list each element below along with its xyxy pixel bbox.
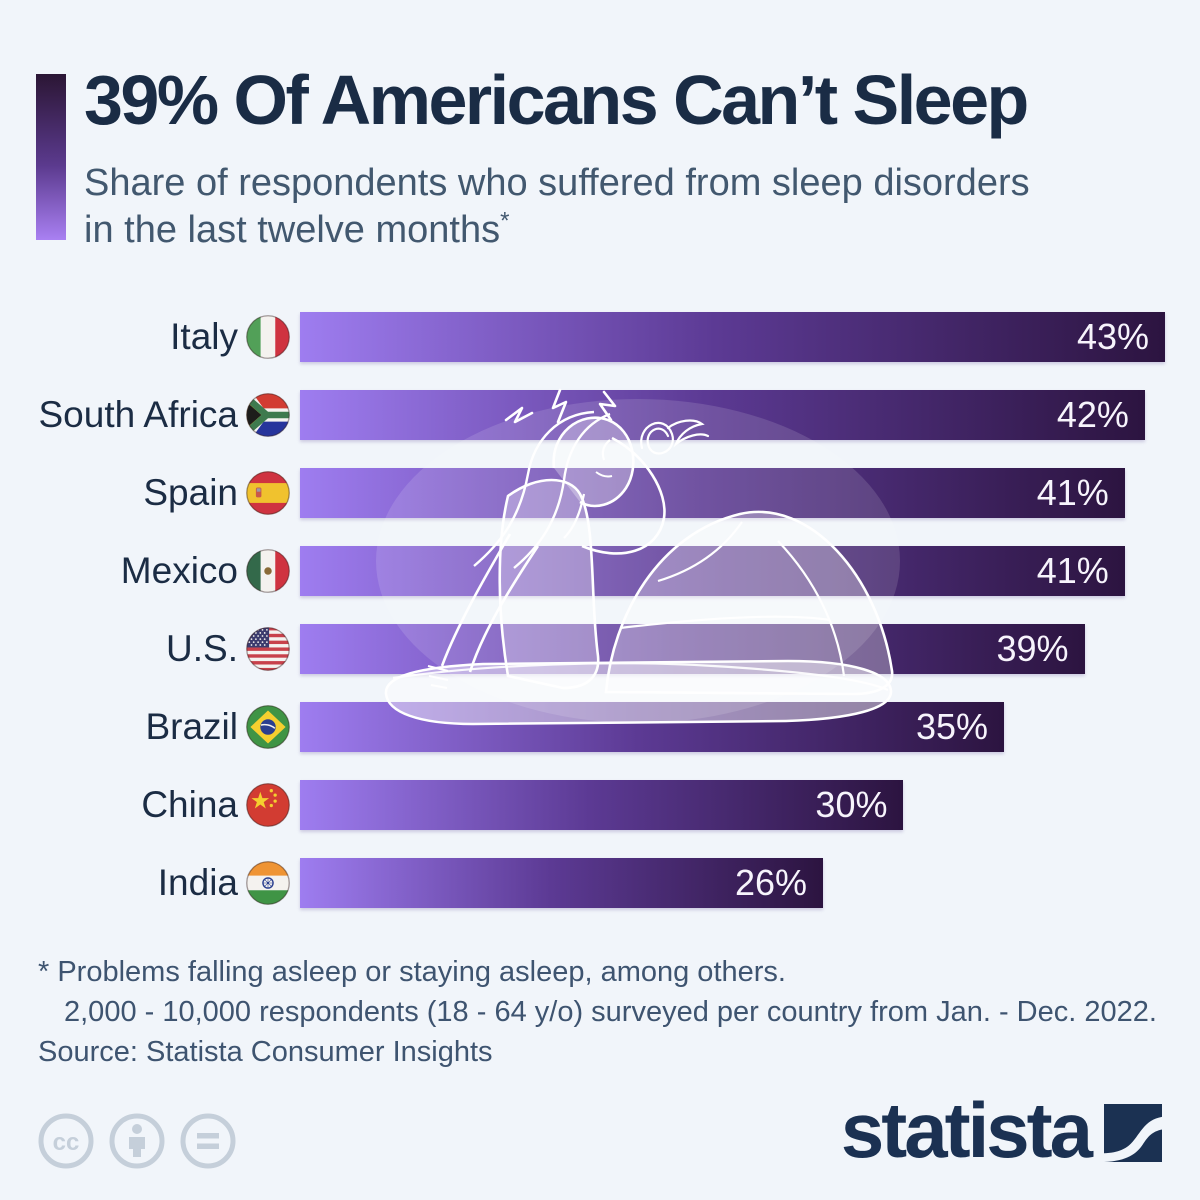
bar-us: 39% <box>300 624 1085 674</box>
country-label: Mexico <box>120 550 238 591</box>
country-label: South Africa <box>38 394 238 435</box>
bar-track: 41% <box>300 546 1165 596</box>
cc-icon: cc <box>37 1112 95 1175</box>
license-icons: cc <box>37 1112 237 1175</box>
bar-row-south-africa: South Africa 42% <box>0 390 1200 440</box>
bar-value: 30% <box>815 784 888 825</box>
subtitle-line-1: Share of respondents who suffered from s… <box>84 162 1030 204</box>
bar-row-mexico: Mexico 41% <box>0 546 1200 596</box>
bar-spain: 41% <box>300 468 1125 518</box>
bar-track: 41% <box>300 468 1165 518</box>
country-label: Spain <box>143 472 238 513</box>
brazil-flag-icon <box>246 705 290 749</box>
india-flag-icon <box>246 861 290 905</box>
source-line: Source: Statista Consumer Insights <box>38 1036 493 1068</box>
bar-mexico: 41% <box>300 546 1125 596</box>
us-flag-icon <box>246 627 290 671</box>
bar-row-brazil: Brazil 35% <box>0 702 1200 752</box>
bar-row-china: China 30% <box>0 780 1200 830</box>
bar-south-africa: 42% <box>300 390 1145 440</box>
statista-logo: statista <box>840 1086 1164 1174</box>
bar-row-italy: Italy 43% <box>0 312 1200 362</box>
country-label: China <box>141 784 238 825</box>
bar-india: 26% <box>300 858 824 908</box>
bar-track: 39% <box>300 624 1165 674</box>
bar-track: 42% <box>300 390 1165 440</box>
bar-value: 35% <box>916 706 989 747</box>
bar-row-india: India 26% <box>0 858 1200 908</box>
bar-china: 30% <box>300 780 904 830</box>
bar-value: 26% <box>734 862 808 903</box>
bar-row-us: U.S. 39% <box>0 624 1200 674</box>
bar-row-spain: Spain 41% <box>0 468 1200 518</box>
bar-value: 41% <box>1036 472 1109 513</box>
bar-value: 39% <box>996 628 1069 669</box>
country-label: Italy <box>170 316 238 357</box>
footnote-line-2: 2,000 - 10,000 respondents (18 - 64 y/o)… <box>64 996 1157 1028</box>
spain-flag-icon <box>246 471 290 515</box>
country-label: Brazil <box>145 706 238 747</box>
bar-italy: 43% <box>300 312 1165 362</box>
mexico-flag-icon <box>246 549 290 593</box>
subtitle-line-2: in the last twelve months <box>84 209 501 251</box>
header-accent-bar <box>36 74 66 240</box>
bar-track: 43% <box>300 312 1165 362</box>
statista-logo-text: statista <box>840 1086 1093 1174</box>
bar-brazil: 35% <box>300 702 1005 752</box>
cc-nd-icon <box>179 1112 237 1175</box>
south-africa-flag-icon <box>246 393 290 437</box>
footnote: * Problems falling asleep or staying asl… <box>38 952 1178 1072</box>
svg-text:cc: cc <box>53 1129 80 1156</box>
china-flag-icon <box>246 783 290 827</box>
page-title: 39% Of Americans Can’t Sleep <box>84 61 1029 139</box>
bar-value: 42% <box>1056 394 1129 435</box>
country-label: U.S. <box>166 628 238 669</box>
bar-value: 41% <box>1036 550 1109 591</box>
italy-flag-icon <box>246 315 290 359</box>
statista-logo-mark-icon <box>1104 1104 1164 1162</box>
country-label: India <box>157 862 238 903</box>
footnote-line-1: * Problems falling asleep or staying asl… <box>38 956 786 988</box>
footnote-marker: * <box>500 207 510 235</box>
bar-track: 30% <box>300 780 1165 830</box>
bar-track: 35% <box>300 702 1165 752</box>
chart-subtitle: Share of respondents who suffered from s… <box>84 160 1174 254</box>
bar-value: 43% <box>1076 316 1149 357</box>
bar-track: 26% <box>300 858 1165 908</box>
cc-by-icon <box>108 1112 166 1175</box>
